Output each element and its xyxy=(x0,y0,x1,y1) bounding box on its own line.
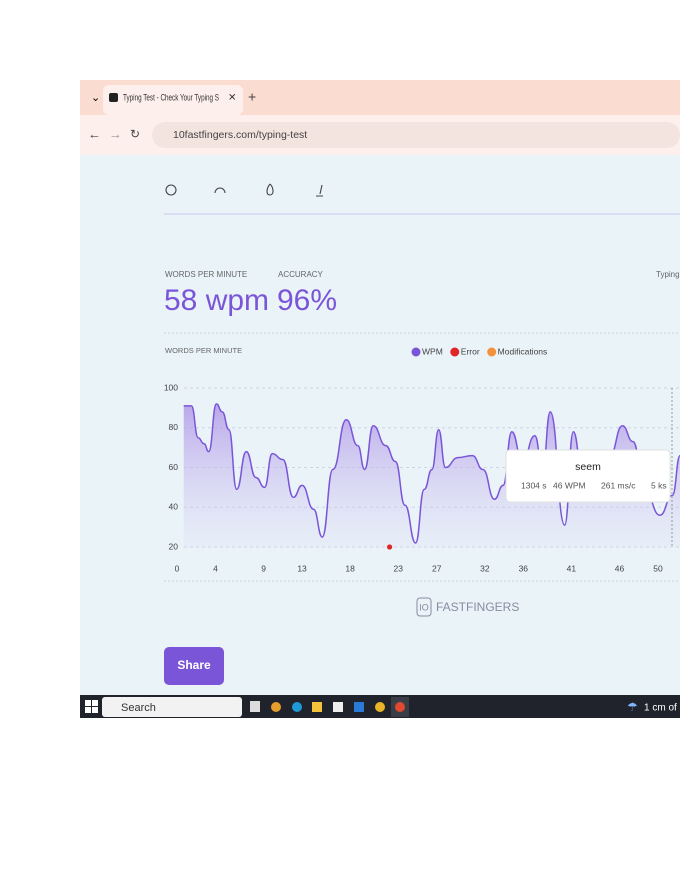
x-tick-label: 4 xyxy=(213,563,218,573)
tooltip-keys: 5 ks xyxy=(651,480,667,490)
reload-button[interactable]: ↻ xyxy=(130,127,140,141)
y-tick-label: 80 xyxy=(169,422,179,432)
share-label: Share xyxy=(177,658,211,672)
app-icon[interactable] xyxy=(395,702,405,712)
search-box[interactable] xyxy=(102,697,242,717)
legend-marker xyxy=(411,347,421,357)
logo-mark: IO xyxy=(419,602,429,612)
x-tick-label: 27 xyxy=(432,563,442,573)
stat-label: Typing T xyxy=(656,270,680,279)
weather: 1 cm of ra xyxy=(644,703,680,714)
address-bar[interactable] xyxy=(152,122,680,148)
legend-marker xyxy=(450,347,460,357)
y-tick-label: 20 xyxy=(169,541,179,551)
app-icon[interactable] xyxy=(354,702,364,712)
tooltip-time: 1304 s xyxy=(521,480,547,490)
app-icon[interactable] xyxy=(375,702,385,712)
wpm-area xyxy=(183,403,680,547)
back-button[interactable]: ← xyxy=(88,126,101,141)
favicon xyxy=(109,93,118,102)
url: 10fastfingers.com/typing-test xyxy=(173,129,307,141)
app-icon[interactable] xyxy=(312,702,322,712)
search-label: Search xyxy=(121,702,156,714)
weather-icon: ☂ xyxy=(627,700,638,714)
x-tick-label: 18 xyxy=(345,563,355,573)
error-point xyxy=(387,544,393,550)
tab-title: Typing Test - Check Your Typing S xyxy=(123,92,219,102)
tooltip-word: seem xyxy=(575,461,601,473)
history-icon[interactable] xyxy=(165,184,177,196)
logo-icon xyxy=(416,597,432,617)
fire-icon[interactable] xyxy=(266,183,274,196)
speed-icon[interactable] xyxy=(214,187,226,194)
accuracy-value: 96% xyxy=(277,284,337,317)
x-tick-label: 50 xyxy=(653,563,663,573)
content xyxy=(80,155,680,695)
legend-label: Error xyxy=(461,346,480,356)
x-tick-label: 46 xyxy=(615,563,625,573)
legend-label: Modifications xyxy=(498,346,548,356)
y-tick-label: 60 xyxy=(169,462,179,472)
chart: 20 40 60 80 100 0 4 9 13 18 23 27 32 36 41 46 50 WPM Error… xyxy=(164,346,680,573)
x-tick-label: 9 xyxy=(261,563,266,573)
accuracy-label: ACCURACY xyxy=(278,270,324,279)
wpm-value: 58 wpm xyxy=(164,284,269,317)
wpm-line xyxy=(183,403,680,544)
legend-label: WPM xyxy=(422,346,443,356)
chart-label: WORDS PER MINUTE xyxy=(165,346,242,355)
lab-icon[interactable] xyxy=(316,184,323,197)
taskbar-apps xyxy=(250,697,409,717)
x-tick-label: 41 xyxy=(567,563,577,573)
x-tick-label: 13 xyxy=(297,563,307,573)
x-tick-label: 0 xyxy=(175,563,180,573)
wpm-label: WORDS PER MINUTE xyxy=(165,270,247,279)
x-tick-label: 36 xyxy=(519,563,529,573)
x-tick-label: 32 xyxy=(480,563,490,573)
x-tick-label: 23 xyxy=(394,563,404,573)
tab[interactable] xyxy=(103,85,243,115)
start-button[interactable] xyxy=(85,700,98,713)
y-tick-label: 100 xyxy=(164,382,178,392)
forward-button[interactable]: → xyxy=(109,126,122,141)
app-icon[interactable] xyxy=(333,702,343,712)
app-icon[interactable] xyxy=(292,702,302,712)
app-icon[interactable] xyxy=(271,702,281,712)
tooltip-speed: 261 ms/c xyxy=(601,480,636,490)
logo: FASTFINGERS xyxy=(436,600,519,614)
tooltip xyxy=(505,449,671,503)
y-tick-label: 40 xyxy=(169,502,179,512)
new-tab[interactable]: + xyxy=(248,89,256,105)
share-button[interactable] xyxy=(164,647,224,685)
mode-icons xyxy=(165,183,323,197)
tab-close[interactable]: ✕ xyxy=(228,93,236,104)
legend-marker xyxy=(487,347,497,357)
app-icon[interactable] xyxy=(250,701,260,712)
tab-list[interactable]: ⌄ xyxy=(91,92,100,104)
tooltip-wpm: 46 WPM xyxy=(553,480,586,490)
